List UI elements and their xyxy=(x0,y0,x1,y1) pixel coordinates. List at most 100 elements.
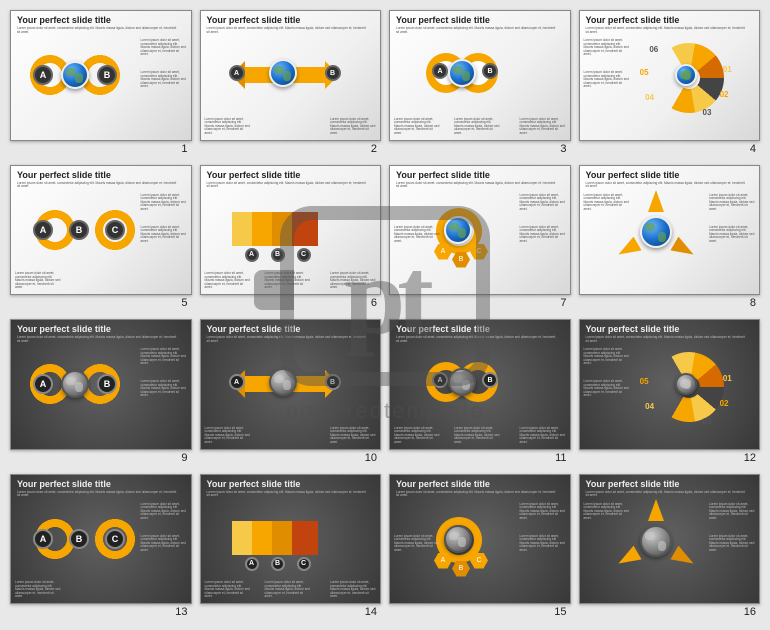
slide-thumbnail[interactable]: Your perfect slide titleABLorem ipsum do… xyxy=(389,10,571,141)
slide-thumbnail[interactable]: Your perfect slide titleABLorem ipsum do… xyxy=(389,319,571,450)
slide-cell: Your perfect slide titleABCLorem ipsum d… xyxy=(10,474,192,621)
node-b: B xyxy=(482,63,498,79)
fan-number: 01 xyxy=(723,374,732,383)
globe-icon xyxy=(444,525,472,553)
node-b: B xyxy=(325,65,341,81)
slide-number: 10 xyxy=(200,450,382,466)
slide-cell: Your perfect slide titleLorem ipsum dolo… xyxy=(579,165,761,312)
slide-number: 5 xyxy=(10,295,192,311)
burst-arrow xyxy=(614,236,641,261)
slide-number: 12 xyxy=(579,450,761,466)
body-text: Lorem ipsum dolor sit amet, consectetur … xyxy=(207,336,367,343)
slide-cell: Your perfect slide title010203040506Lore… xyxy=(579,10,761,157)
slide-number: 1 xyxy=(10,141,192,157)
slide-cell: Your perfect slide title010203040506Lore… xyxy=(579,319,761,466)
node-b: B xyxy=(482,372,498,388)
slide-title: Your perfect slide title xyxy=(17,171,111,180)
slide-thumbnail[interactable]: Your perfect slide titleABCLorem ipsum d… xyxy=(389,474,571,605)
burst-arrow xyxy=(648,499,664,521)
body-text: Lorem ipsum dolor sit amet, consectetur … xyxy=(396,182,556,189)
globe-icon xyxy=(269,368,297,396)
body-text: Lorem ipsum dolor sit amet, consectetur … xyxy=(141,380,187,398)
body-text: Lorem ipsum dolor sit amet, consectetur … xyxy=(17,27,177,34)
burst-arrow xyxy=(614,545,641,570)
slide-thumbnail[interactable]: Your perfect slide titleABLorem ipsum do… xyxy=(10,319,192,450)
slide-thumbnail[interactable]: Your perfect slide title010203040506Lore… xyxy=(579,319,761,450)
body-text: Lorem ipsum dolor sit amet, consectetur … xyxy=(586,27,746,34)
globe-icon xyxy=(61,61,89,89)
fan-number: 05 xyxy=(640,68,649,77)
slide-thumbnail[interactable]: Your perfect slide titleABLorem ipsum do… xyxy=(200,319,382,450)
globe-icon xyxy=(640,525,672,557)
globe-icon xyxy=(269,59,297,87)
slide-thumbnail[interactable]: Your perfect slide titleABCLorem ipsum d… xyxy=(200,165,382,296)
slide-number: 2 xyxy=(200,141,382,157)
body-text: Lorem ipsum dolor sit amet, consectetur … xyxy=(17,336,177,343)
body-text: Lorem ipsum dolor sit amet, consectetur … xyxy=(520,118,566,136)
slide-cell: Your perfect slide titleLorem ipsum dolo… xyxy=(579,474,761,621)
body-text: Lorem ipsum dolor sit amet, consectetur … xyxy=(205,427,251,445)
body-text: Lorem ipsum dolor sit amet, consectetur … xyxy=(396,336,556,343)
body-text: Lorem ipsum dolor sit amet, consectetur … xyxy=(394,226,440,244)
slide-thumbnail[interactable]: Your perfect slide titleABCLorem ipsum d… xyxy=(200,474,382,605)
slide-thumbnail[interactable]: Your perfect slide titleLorem ipsum dolo… xyxy=(579,474,761,605)
node-a: A xyxy=(33,65,53,85)
slide-number: 13 xyxy=(10,604,192,620)
node-b: B xyxy=(271,557,285,571)
globe-icon xyxy=(448,59,476,87)
body-text: Lorem ipsum dolor sit amet, consectetur … xyxy=(586,336,746,343)
slide-title: Your perfect slide title xyxy=(396,480,490,489)
people-row xyxy=(235,212,315,246)
slide-cell: Your perfect slide titleABCLorem ipsum d… xyxy=(389,474,571,621)
globe-icon xyxy=(444,216,472,244)
node-a: A xyxy=(432,372,448,388)
body-text: Lorem ipsum dolor sit amet, consectetur … xyxy=(394,535,440,553)
slide-thumbnail[interactable]: Your perfect slide titleABLorem ipsum do… xyxy=(10,10,192,141)
fan-number: 02 xyxy=(720,90,729,99)
globe-icon xyxy=(448,368,476,396)
body-text: Lorem ipsum dolor sit amet, consectetur … xyxy=(709,226,755,244)
body-text: Lorem ipsum dolor sit amet, consectetur … xyxy=(584,503,630,521)
slide-thumbnail[interactable]: Your perfect slide title ABC Lorem ipsum d… xyxy=(10,165,192,296)
slide-thumbnail[interactable]: Your perfect slide titleABCLorem ipsum d… xyxy=(10,474,192,605)
node-a: A xyxy=(245,557,259,571)
slide-thumbnail[interactable]: Your perfect slide titleABCLorem ipsum d… xyxy=(389,165,571,296)
node-a: A xyxy=(229,374,245,390)
slide-title: Your perfect slide title xyxy=(207,325,301,334)
node-b: B xyxy=(97,374,117,394)
body-text: Lorem ipsum dolor sit amet, consectetur … xyxy=(520,503,566,521)
body-text: Lorem ipsum dolor sit amet, consectetur … xyxy=(330,118,376,136)
slide-thumbnail[interactable]: Your perfect slide titleLorem ipsum dolo… xyxy=(579,165,761,296)
body-text: Lorem ipsum dolor sit amet, consectetur … xyxy=(141,503,187,521)
node-c: C xyxy=(297,248,311,262)
node-b: B xyxy=(69,220,89,240)
body-text: Lorem ipsum dolor sit amet, consectetur … xyxy=(17,182,177,189)
person-icon xyxy=(292,212,318,246)
fan-number: 02 xyxy=(720,399,729,408)
slide-number: 6 xyxy=(200,295,382,311)
body-text: Lorem ipsum dolor sit amet, consectetur … xyxy=(141,39,187,57)
body-text: Lorem ipsum dolor sit amet, consectetur … xyxy=(207,491,367,498)
body-text: Lorem ipsum dolor sit amet, consectetur … xyxy=(207,182,367,189)
hex-b: B xyxy=(452,561,470,577)
node-a: A xyxy=(33,220,53,240)
body-text: Lorem ipsum dolor sit amet, consectetur … xyxy=(454,118,500,136)
body-text: Lorem ipsum dolor sit amet, consectetur … xyxy=(584,380,630,398)
fan-number: 06 xyxy=(649,45,658,54)
body-text: Lorem ipsum dolor sit amet, consectetur … xyxy=(205,272,251,290)
body-text: Lorem ipsum dolor sit amet, consectetur … xyxy=(15,581,61,599)
body-text: Lorem ipsum dolor sit amet, consectetur … xyxy=(520,427,566,445)
body-text: Lorem ipsum dolor sit amet, consectetur … xyxy=(265,581,311,599)
slide-number: 16 xyxy=(579,604,761,620)
slide-thumbnail[interactable]: Your perfect slide titleABLorem ipsum do… xyxy=(200,10,382,141)
node-b: B xyxy=(97,65,117,85)
body-text: Lorem ipsum dolor sit amet, consectetur … xyxy=(141,348,187,366)
slide-thumbnail[interactable]: Your perfect slide title010203040506Lore… xyxy=(579,10,761,141)
slide-number: 11 xyxy=(389,450,571,466)
node-c: C xyxy=(105,529,125,549)
body-text: Lorem ipsum dolor sit amet, consectetur … xyxy=(396,491,556,498)
body-text: Lorem ipsum dolor sit amet, consectetur … xyxy=(15,272,61,290)
node-c: C xyxy=(105,220,125,240)
slide-title: Your perfect slide title xyxy=(586,325,680,334)
body-text: Lorem ipsum dolor sit amet, consectetur … xyxy=(520,535,566,553)
